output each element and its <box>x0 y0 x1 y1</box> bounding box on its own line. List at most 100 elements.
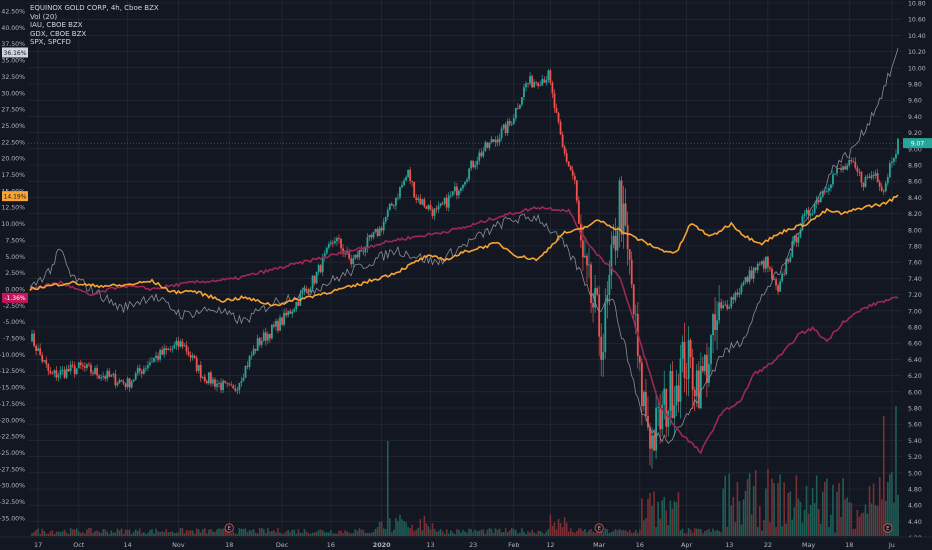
volume-bar <box>413 531 415 536</box>
volume-bar <box>838 483 840 536</box>
volume-bar <box>510 528 513 536</box>
volume-bar <box>588 530 590 536</box>
candle-body <box>545 80 548 83</box>
volume-bar <box>476 531 479 536</box>
candle-body <box>716 320 718 330</box>
candle-body <box>458 190 460 196</box>
volume-bar <box>232 531 235 536</box>
legend-main-symbol[interactable]: EQUINOX GOLD CORP, 4h, Cboe BZX <box>30 4 159 12</box>
right-axis-price[interactable]: 10.80 10.60 10.40 10.20 10.00 9.80 9.60 9.40 9.2… <box>902 0 932 542</box>
badge-iau: 14.19% <box>4 193 27 200</box>
volume-bar <box>352 533 355 536</box>
right-axis-label: 8.40 <box>908 195 922 202</box>
left-axis-label: -30.00% <box>0 483 25 490</box>
candle-body <box>226 382 229 384</box>
candle-body <box>222 380 225 391</box>
volume-bar <box>779 474 781 536</box>
volume-bar <box>346 531 348 536</box>
candle-body <box>712 314 714 336</box>
volume-bar <box>212 531 214 536</box>
legend-compare-gdx[interactable]: GDX, CBOE BZX <box>30 29 87 38</box>
candle-body <box>504 124 507 134</box>
candle-body <box>352 258 355 265</box>
candle-body <box>104 376 107 379</box>
candle-body <box>799 229 802 238</box>
volume-bar <box>708 528 710 536</box>
legend-compare-iau[interactable]: IAU, CBOE BZX <box>30 21 83 30</box>
candle-body <box>147 365 149 369</box>
candle-body <box>706 354 708 383</box>
volume-bar <box>478 530 481 536</box>
volume-bar <box>691 532 694 536</box>
candle-body <box>37 348 40 352</box>
candle-body <box>612 235 615 245</box>
candle-body <box>31 333 33 342</box>
volume-bar <box>616 530 619 536</box>
volume-bar <box>803 509 806 536</box>
candle-body <box>750 270 753 279</box>
candle-body <box>431 209 434 216</box>
volume-bar <box>362 529 365 536</box>
candle-body <box>864 176 867 187</box>
candle-body <box>354 254 357 259</box>
right-axis-label: 5.20 <box>908 454 922 461</box>
candle-body <box>183 345 186 347</box>
candle-body <box>144 368 147 370</box>
volume-bar <box>118 530 121 536</box>
volume-bar <box>846 497 848 536</box>
volume-bar <box>732 496 735 536</box>
candle-body <box>787 259 790 262</box>
candle-body <box>248 356 251 367</box>
candle-body <box>390 203 393 206</box>
volume-bar <box>529 532 531 536</box>
volume-bar <box>149 530 151 536</box>
candle-body <box>108 370 111 377</box>
volume-bar <box>771 478 773 536</box>
candle-body <box>529 76 531 84</box>
volume-bar <box>173 532 176 536</box>
candle-body <box>126 378 129 387</box>
candle-body <box>665 388 668 427</box>
candle-body <box>521 97 523 105</box>
earnings-marker[interactable] <box>594 523 604 533</box>
left-axis-percent[interactable]: 42.50% 40.00% 37.50% 35.00% 32.50% 30.00% 27.5… <box>0 0 28 537</box>
right-axis-label: 9.80 <box>908 82 922 89</box>
candle-body <box>760 260 763 265</box>
volume-bar <box>513 529 515 536</box>
candle-body <box>643 392 645 407</box>
volume-bar <box>840 516 842 536</box>
volume-bar <box>813 503 816 536</box>
left-axis-label: 22.50% <box>1 139 25 146</box>
volume-bar <box>368 532 371 536</box>
volume-bar <box>303 529 306 536</box>
candle-body <box>331 242 334 244</box>
volume-bar <box>43 531 46 536</box>
candle-body <box>661 404 664 430</box>
volume-bar <box>94 531 96 536</box>
volume-bar <box>576 530 578 536</box>
legend-volume[interactable]: Vol (20) <box>30 12 58 21</box>
candle-body <box>370 234 373 238</box>
volume-bar <box>82 531 84 536</box>
volume-bar <box>866 513 869 536</box>
volume-bar <box>602 531 605 536</box>
volume-bar <box>289 532 291 536</box>
candle-body <box>43 360 46 362</box>
volume-bar <box>795 475 798 536</box>
legend-compare-spx[interactable]: SPX, SPCFD <box>30 38 71 47</box>
left-axis-label: 0.00% <box>5 286 25 293</box>
candle-body <box>535 82 538 83</box>
candle-body <box>876 173 879 183</box>
candle-body <box>868 176 871 179</box>
candle-body <box>886 176 889 184</box>
candle-body <box>836 168 838 174</box>
time-axis[interactable]: 17 Oct 14 Nov 18 Dec 16 2020 13 23 Feb 12 Mar 16 Apr 13… <box>0 536 932 550</box>
earnings-marker[interactable] <box>224 523 234 533</box>
volume-bar <box>181 528 184 536</box>
earnings-marker[interactable] <box>883 523 893 533</box>
volume-bar <box>482 529 485 536</box>
volume-bar <box>628 530 631 536</box>
volume-bar <box>697 528 700 536</box>
